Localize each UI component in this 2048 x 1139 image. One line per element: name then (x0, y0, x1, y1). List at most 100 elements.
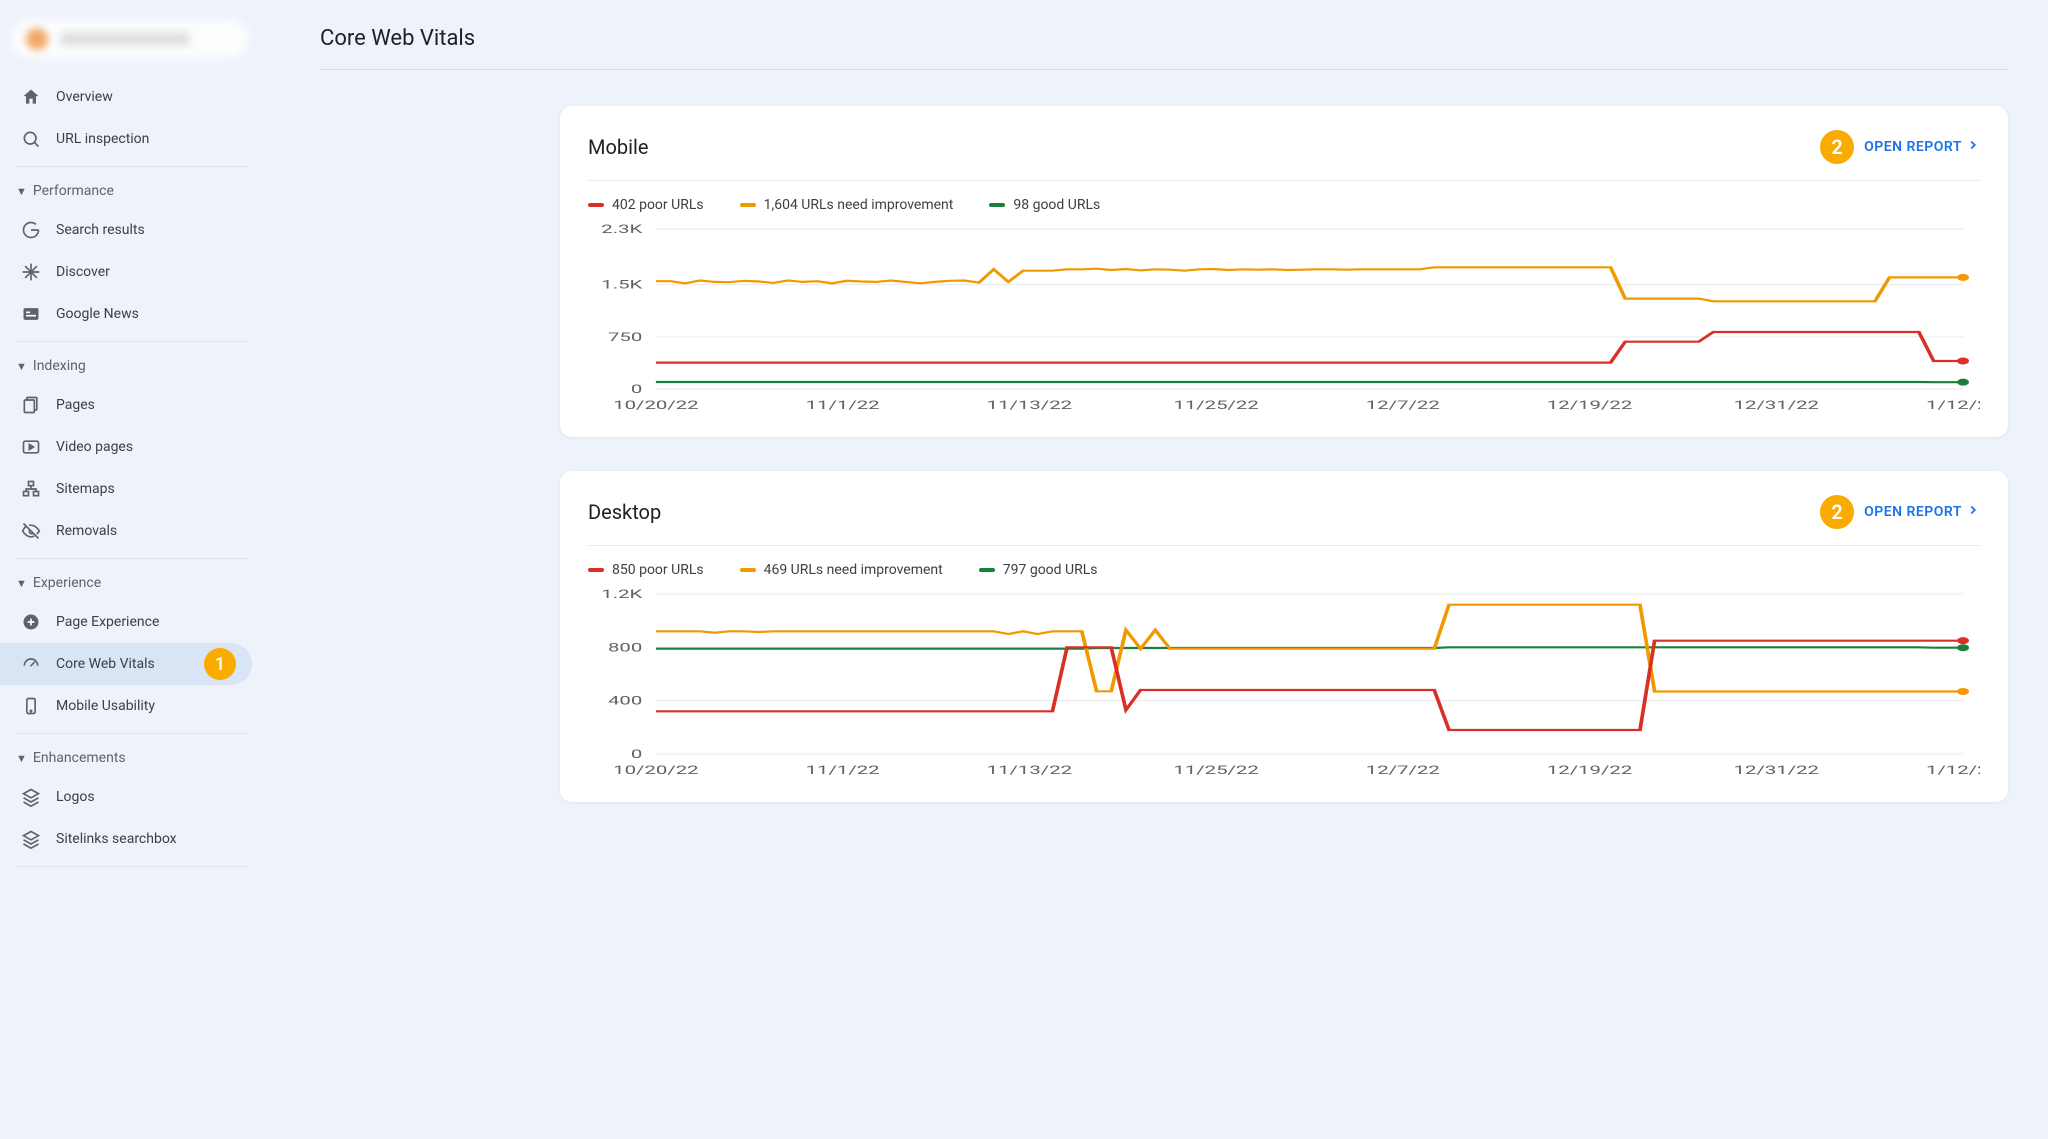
svg-text:1/12/23: 1/12/23 (1926, 763, 1980, 777)
legend-good: 797 good URLs (979, 562, 1098, 578)
svg-text:12/19/22: 12/19/22 (1547, 763, 1632, 777)
search-icon (20, 128, 42, 150)
nav-label: Pages (56, 397, 95, 413)
svg-text:11/13/22: 11/13/22 (987, 763, 1072, 777)
chart-desktop: 04008001.2K10/20/2211/1/2211/13/2211/25/… (588, 588, 1980, 782)
svg-text:11/1/22: 11/1/22 (806, 398, 880, 412)
nav-label: Overview (56, 89, 113, 105)
svg-text:1/12/23: 1/12/23 (1926, 398, 1980, 412)
nav-search-results[interactable]: Search results (0, 209, 252, 251)
sidebar: Overview URL inspection ▼ Performance Se… (0, 0, 260, 1139)
chevron-right-icon (1966, 503, 1980, 521)
card-title: Mobile (588, 135, 648, 159)
card-mobile: Mobile 2 OPEN REPORT 402 poor URLs 1,604… (560, 106, 2008, 437)
page-title: Core Web Vitals (320, 0, 2008, 69)
svg-text:12/7/22: 12/7/22 (1366, 763, 1440, 777)
nav-section-indexing[interactable]: ▼ Indexing (0, 348, 260, 384)
site-selector[interactable] (12, 20, 248, 58)
svg-text:12/31/22: 12/31/22 (1734, 763, 1819, 777)
nav-logos[interactable]: Logos (0, 776, 252, 818)
svg-text:0: 0 (631, 382, 642, 396)
asterisk-icon (20, 261, 42, 283)
nav-section-performance[interactable]: ▼ Performance (0, 173, 260, 209)
phone-icon (20, 695, 42, 717)
nav-label: Search results (56, 222, 145, 238)
home-icon (20, 86, 42, 108)
legend-needs: 1,604 URLs need improvement (740, 197, 954, 213)
caret-down-icon: ▼ (16, 185, 27, 198)
legend-poor: 402 poor URLs (588, 197, 704, 213)
nav-label: Page Experience (56, 614, 159, 630)
svg-text:11/1/22: 11/1/22 (806, 763, 880, 777)
callout-badge: 2 (1820, 130, 1854, 164)
layers-icon (20, 828, 42, 850)
layers-icon (20, 786, 42, 808)
caret-down-icon: ▼ (16, 752, 27, 765)
nav-label: Sitemaps (56, 481, 115, 497)
g-icon (20, 219, 42, 241)
nav-pages[interactable]: Pages (0, 384, 252, 426)
section-title: Performance (33, 183, 114, 199)
svg-text:11/13/22: 11/13/22 (987, 398, 1072, 412)
nav-section-enhancements[interactable]: ▼ Enhancements (0, 740, 260, 776)
svg-text:12/19/22: 12/19/22 (1547, 398, 1632, 412)
svg-text:1.5K: 1.5K (601, 278, 643, 292)
svg-text:11/25/22: 11/25/22 (1173, 398, 1258, 412)
nav-section-experience[interactable]: ▼ Experience (0, 565, 260, 601)
svg-text:12/7/22: 12/7/22 (1366, 398, 1440, 412)
caret-down-icon: ▼ (16, 577, 27, 590)
nav-label: Mobile Usability (56, 698, 155, 714)
main-content: Core Web Vitals Mobile 2 OPEN REPORT 402… (260, 0, 2048, 1139)
nav-label: Video pages (56, 439, 133, 455)
chevron-right-icon (1966, 138, 1980, 156)
nav-overview[interactable]: Overview (0, 76, 252, 118)
svg-text:2.3K: 2.3K (601, 223, 643, 237)
video-icon (20, 436, 42, 458)
legend-poor: 850 poor URLs (588, 562, 704, 578)
nav-label: Core Web Vitals (56, 656, 155, 672)
chart-svg: 04008001.2K10/20/2211/1/2211/13/2211/25/… (588, 588, 1980, 778)
pages-icon (20, 394, 42, 416)
legend-good: 98 good URLs (989, 197, 1100, 213)
callout-badge: 1 (204, 648, 236, 680)
open-report-link[interactable]: OPEN REPORT (1864, 138, 1980, 156)
card-desktop: Desktop 2 OPEN REPORT 850 poor URLs 469 … (560, 471, 2008, 802)
chart-legend: 850 poor URLs 469 URLs need improvement … (588, 560, 1980, 588)
section-title: Indexing (33, 358, 86, 374)
nav-label: Discover (56, 264, 110, 280)
nav-sitemaps[interactable]: Sitemaps (0, 468, 252, 510)
chart-legend: 402 poor URLs 1,604 URLs need improvemen… (588, 195, 1980, 223)
nav-mobile-usability[interactable]: Mobile Usability (0, 685, 252, 727)
open-report-link[interactable]: OPEN REPORT (1864, 503, 1980, 521)
nav-sitelinks-searchbox[interactable]: Sitelinks searchbox (0, 818, 252, 860)
nav-page-experience[interactable]: Page Experience (0, 601, 252, 643)
callout-badge: 2 (1820, 495, 1854, 529)
svg-text:12/31/22: 12/31/22 (1734, 398, 1819, 412)
sitemap-icon (20, 478, 42, 500)
nav-url-inspection[interactable]: URL inspection (0, 118, 252, 160)
svg-text:750: 750 (608, 330, 642, 344)
chart-mobile: 07501.5K2.3K10/20/2211/1/2211/13/2211/25… (588, 223, 1980, 417)
nav-discover[interactable]: Discover (0, 251, 252, 293)
svg-text:0: 0 (631, 747, 642, 761)
news-icon (20, 303, 42, 325)
section-title: Enhancements (33, 750, 126, 766)
svg-text:1.2K: 1.2K (601, 588, 643, 602)
nav-label: URL inspection (56, 131, 149, 147)
card-title: Desktop (588, 500, 661, 524)
legend-needs: 469 URLs need improvement (740, 562, 943, 578)
hide-icon (20, 520, 42, 542)
plus-circle-icon (20, 611, 42, 633)
chart-svg: 07501.5K2.3K10/20/2211/1/2211/13/2211/25… (588, 223, 1980, 413)
svg-text:800: 800 (608, 641, 642, 655)
nav-google-news[interactable]: Google News (0, 293, 252, 335)
nav-video-pages[interactable]: Video pages (0, 426, 252, 468)
nav-label: Google News (56, 306, 139, 322)
caret-down-icon: ▼ (16, 360, 27, 373)
svg-text:10/20/22: 10/20/22 (613, 763, 698, 777)
nav-core-web-vitals[interactable]: Core Web Vitals 1 (0, 643, 252, 685)
nav-removals[interactable]: Removals (0, 510, 252, 552)
nav-label: Logos (56, 789, 95, 805)
title-divider (320, 69, 2008, 70)
svg-text:400: 400 (608, 694, 642, 708)
